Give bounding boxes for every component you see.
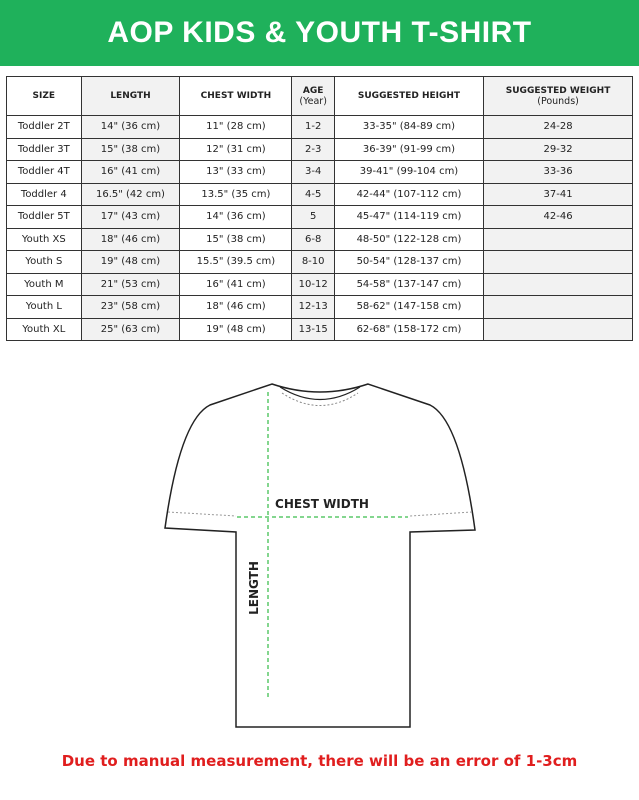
- table-cell: 5: [291, 205, 335, 229]
- table-cell: 23" (58 cm): [80, 295, 181, 319]
- table-cell: 19" (48 cm): [80, 250, 181, 274]
- table-cell: 45-47" (114-119 cm): [333, 205, 485, 229]
- table-cell: Toddler 5T: [6, 205, 82, 229]
- size-chart-table: SIZE LENGTH CHEST WIDTH AGE (Year) SUGGESTED …: [6, 76, 633, 341]
- table-cell: 33-36: [483, 160, 633, 184]
- table-cell: [483, 317, 633, 341]
- table-row: Youth L 23" (58 cm) 18" (46 cm) 12-13 58-62"…: [6, 295, 633, 319]
- table-cell: 21" (53 cm): [80, 272, 181, 296]
- table-cell: 12" (31 cm): [179, 137, 293, 161]
- table-cell: 14" (36 cm): [80, 115, 181, 139]
- table-cell: 18" (46 cm): [80, 227, 181, 251]
- table-cell: 15" (38 cm): [179, 227, 293, 251]
- table-cell: 17" (43 cm): [80, 205, 181, 229]
- column-subheader: (Pounds): [537, 95, 579, 107]
- table-cell: 62-68" (158-172 cm): [333, 317, 485, 341]
- table-cell: [483, 227, 633, 251]
- table-cell: 4-5: [291, 182, 335, 206]
- table-row: Youth M 21" (53 cm) 16" (41 cm) 10-12 54-58"…: [6, 272, 633, 296]
- table-cell: 42-44" (107-112 cm): [333, 182, 485, 206]
- column-subheader: (Year): [299, 95, 327, 107]
- table-cell: 25" (63 cm): [80, 317, 181, 341]
- table-cell: Youth XS: [6, 227, 82, 251]
- table-cell: Youth S: [6, 250, 82, 274]
- table-cell: 36-39" (91-99 cm): [333, 137, 485, 161]
- table-cell: 16" (41 cm): [179, 272, 293, 296]
- column-header: SUGGESTED HEIGHT: [333, 76, 485, 116]
- column-header: LENGTH: [80, 76, 181, 116]
- table-cell: 16.5" (42 cm): [80, 182, 181, 206]
- table-row: Toddler 4T 16" (41 cm) 13" (33 cm) 3-4 39-41…: [6, 160, 633, 184]
- table-cell: 13.5" (35 cm): [179, 182, 293, 206]
- collar: [279, 386, 361, 401]
- table-cell: Toddler 4: [6, 182, 82, 206]
- table-cell: Toddler 2T: [6, 115, 82, 139]
- table-row: Toddler 5T 17" (43 cm) 14" (36 cm) 5 45-47" …: [6, 205, 633, 229]
- table-cell: 8-10: [291, 250, 335, 274]
- tshirt-outline: [164, 383, 476, 728]
- table-cell: Youth L: [6, 295, 82, 319]
- column-header: AGE (Year): [291, 76, 335, 116]
- table-cell: 12-13: [291, 295, 335, 319]
- table-row: Toddler 2T 14" (36 cm) 11" (28 cm) 1-2 33-35…: [6, 115, 633, 139]
- page-title: AOP KIDS & YOUTH T-SHIRT: [0, 0, 639, 66]
- table-row: Youth XS 18" (46 cm) 15" (38 cm) 6-8 48-50" …: [6, 227, 633, 251]
- table-cell: 42-46: [483, 205, 633, 229]
- table-cell: Youth M: [6, 272, 82, 296]
- table-row: Youth XL 25" (63 cm) 19" (48 cm) 13-15 62-68…: [6, 317, 633, 341]
- column-header: SUGGESTED WEIGHT (Pounds): [483, 76, 633, 116]
- table-header-row: SIZE LENGTH CHEST WIDTH AGE (Year) SUGGESTED …: [6, 76, 633, 116]
- table-cell: 58-62" (147-158 cm): [333, 295, 485, 319]
- table-cell: 54-58" (137-147 cm): [333, 272, 485, 296]
- table-cell: 6-8: [291, 227, 335, 251]
- table-cell: 1-2: [291, 115, 335, 139]
- table-row: Toddler 3T 15" (38 cm) 12" (31 cm) 2-3 36-39…: [6, 137, 633, 161]
- table-row: Toddler 4 16.5" (42 cm) 13.5" (35 cm) 4-5 42…: [6, 182, 633, 206]
- table-cell: 48-50" (122-128 cm): [333, 227, 485, 251]
- table-cell: [483, 272, 633, 296]
- table-cell: 14" (36 cm): [179, 205, 293, 229]
- table-cell: 50-54" (128-137 cm): [333, 250, 485, 274]
- table-cell: 10-12: [291, 272, 335, 296]
- table-cell: 33-35" (84-89 cm): [333, 115, 485, 139]
- table-cell: 19" (48 cm): [179, 317, 293, 341]
- table-cell: 2-3: [291, 137, 335, 161]
- table-cell: 24-28: [483, 115, 633, 139]
- table-cell: 37-41: [483, 182, 633, 206]
- tshirt-diagram: CHEST WIDTH LENGTH: [164, 383, 476, 728]
- chest-width-label: CHEST WIDTH: [275, 497, 369, 511]
- table-cell: 3-4: [291, 160, 335, 184]
- table-cell: 13" (33 cm): [179, 160, 293, 184]
- table-cell: 29-32: [483, 137, 633, 161]
- table-cell: 11" (28 cm): [179, 115, 293, 139]
- length-label: LENGTH: [247, 561, 261, 615]
- column-header: CHEST WIDTH: [179, 76, 293, 116]
- table-cell: 13-15: [291, 317, 335, 341]
- table-cell: Toddler 3T: [6, 137, 82, 161]
- table-cell: 15.5" (39.5 cm): [179, 250, 293, 274]
- table-cell: 15" (38 cm): [80, 137, 181, 161]
- table-cell: 18" (46 cm): [179, 295, 293, 319]
- table-cell: Youth XL: [6, 317, 82, 341]
- measurement-note: Due to manual measurement, there will be…: [61, 752, 578, 770]
- table-cell: 16" (41 cm): [80, 160, 181, 184]
- table-cell: 39-41" (99-104 cm): [333, 160, 485, 184]
- column-header: SIZE: [6, 76, 82, 116]
- table-row: Youth S 19" (48 cm) 15.5" (39.5 cm) 8-10 50-…: [6, 250, 633, 274]
- table-cell: [483, 295, 633, 319]
- table-cell: [483, 250, 633, 274]
- table-cell: Toddler 4T: [6, 160, 82, 184]
